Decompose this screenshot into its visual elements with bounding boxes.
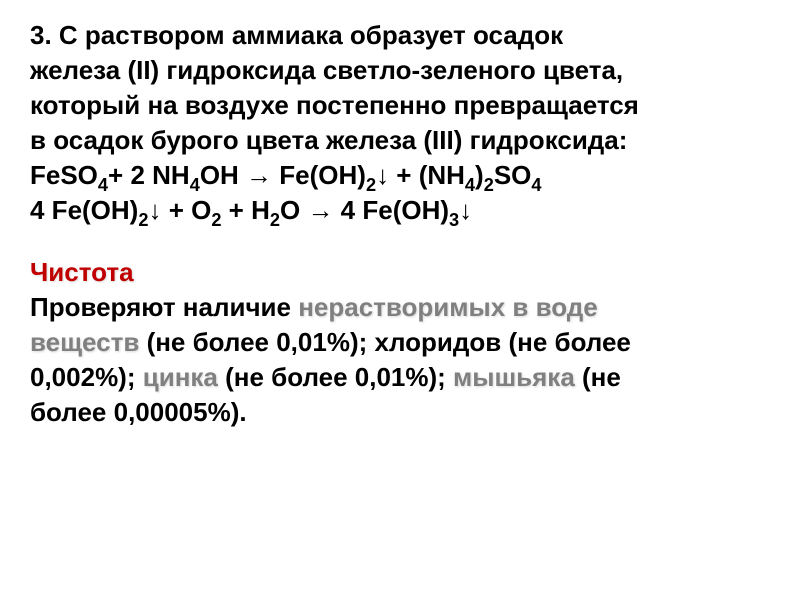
subscript: 2 [138, 210, 148, 230]
subscript: 2 [211, 210, 221, 230]
formula-text: + H [221, 195, 269, 225]
formula-text: 4 Fe(OH) [30, 195, 138, 225]
emphasis-text: мышьяка [453, 362, 575, 392]
formula-text: ) [475, 160, 484, 190]
formula-text: ↓ + O [148, 195, 211, 225]
purity-text: (не более 0,01%); хлоридов (не более [139, 327, 631, 357]
formula-text: ↓ + (NH [376, 160, 465, 190]
formula-text: OH → Fe(OH) [200, 160, 366, 190]
purity-line-4: более 0,00005%). [30, 395, 770, 430]
reaction-text-line-4: в осадок бурого цвета железа (III) гидро… [30, 123, 770, 158]
purity-text: (не [575, 362, 621, 392]
formula-text: + 2 NH [108, 160, 190, 190]
emphasis-text: нерастворимых в воде [298, 292, 598, 322]
formula-text: O → 4 Fe(OH) [280, 195, 449, 225]
purity-line-1: Проверяют наличие нерастворимых в воде [30, 290, 770, 325]
subscript: 4 [98, 175, 108, 195]
subscript: 4 [190, 175, 200, 195]
purity-line-3: 0,002%); цинка (не более 0,01%); мышьяка… [30, 360, 770, 395]
formula-text: SO [494, 160, 532, 190]
subscript: 3 [449, 210, 459, 230]
reaction-text-line-3: который на воздухе постепенно превращает… [30, 88, 770, 123]
formula-text: FeSO [30, 160, 98, 190]
reaction-text-line-1: 3. С раствором аммиака образует осадок [30, 18, 770, 53]
emphasis-text: веществ [30, 327, 139, 357]
emphasis-text: цинка [143, 362, 218, 392]
purity-text: (не более 0,01%); [218, 362, 453, 392]
chemical-formula-2: 4 Fe(OH)2↓ + O2 + H2O → 4 Fe(OH)3↓ [30, 193, 770, 228]
purity-heading: Чистота [30, 257, 770, 288]
purity-line-2: веществ (не более 0,01%); хлоридов (не б… [30, 325, 770, 360]
subscript: 4 [465, 175, 475, 195]
chemical-formula-1: FeSO4+ 2 NH4OH → Fe(OH)2↓ + (NH4)2SO4 [30, 158, 770, 193]
purity-text: Проверяют наличие [30, 292, 298, 322]
formula-text: ↓ [459, 195, 472, 225]
subscript: 2 [484, 175, 494, 195]
reaction-text-line-2: железа (II) гидроксида светло-зеленого ц… [30, 53, 770, 88]
subscript: 2 [366, 175, 376, 195]
purity-text: 0,002%); [30, 362, 143, 392]
reaction-section: 3. С раствором аммиака образует осадок ж… [30, 18, 770, 229]
subscript: 4 [531, 175, 541, 195]
purity-section: Чистота Проверяют наличие нерастворимых … [30, 257, 770, 430]
subscript: 2 [270, 210, 280, 230]
